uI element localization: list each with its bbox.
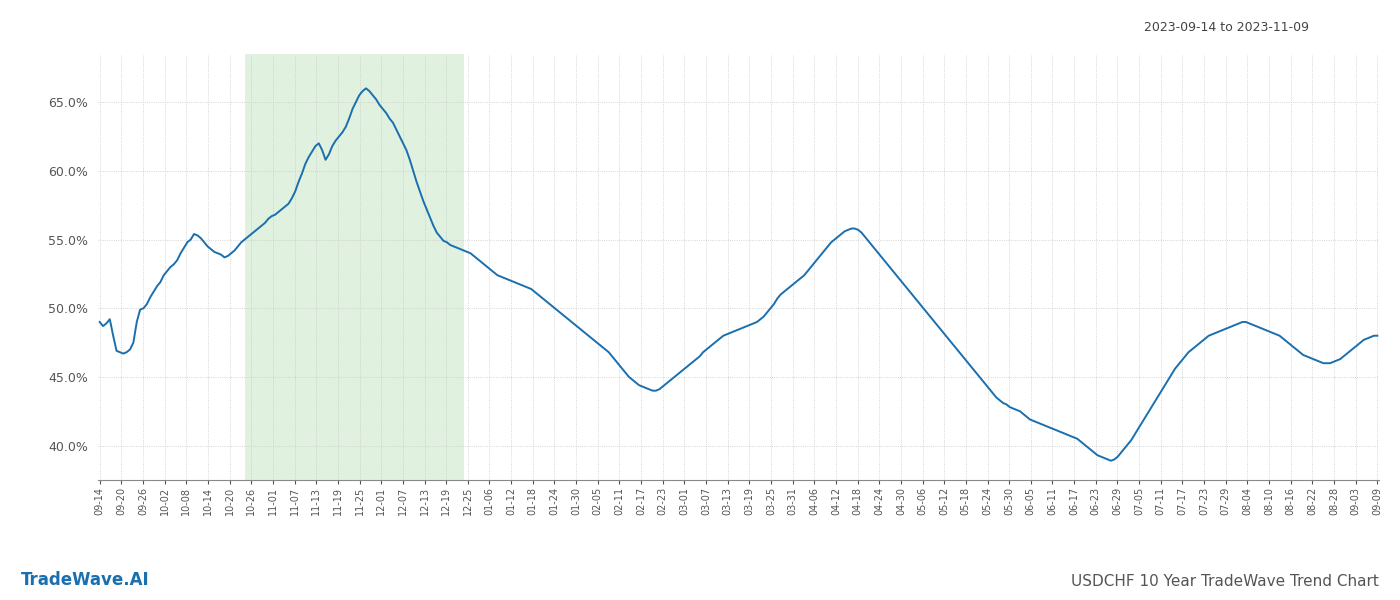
- Bar: [245, 54, 463, 480]
- Text: 2023-09-14 to 2023-11-09: 2023-09-14 to 2023-11-09: [1144, 21, 1309, 34]
- Text: TradeWave.AI: TradeWave.AI: [21, 571, 150, 589]
- Text: USDCHF 10 Year TradeWave Trend Chart: USDCHF 10 Year TradeWave Trend Chart: [1071, 574, 1379, 589]
